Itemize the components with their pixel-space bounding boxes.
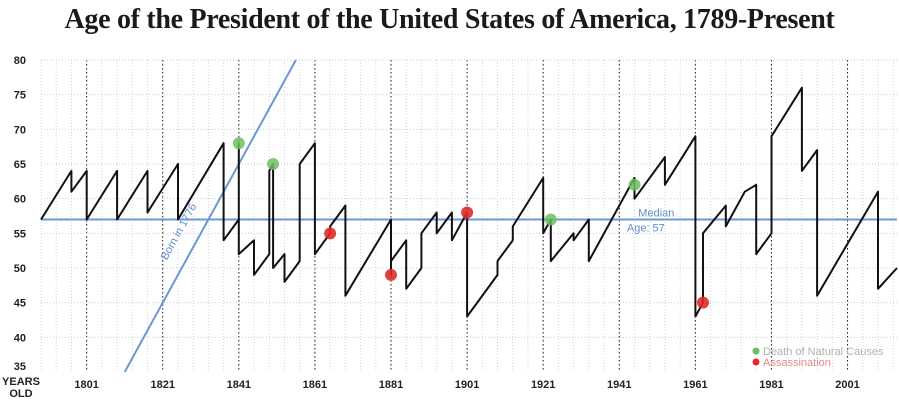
- assassination-marker: [696, 296, 709, 309]
- x-tick-label: 1861: [303, 379, 327, 391]
- y-tick-label: 60: [14, 194, 26, 206]
- x-tick-label: 1921: [531, 379, 555, 391]
- x-tick-label: 1881: [379, 379, 403, 391]
- y-tick-label: 40: [14, 332, 26, 344]
- series-layer: [40, 86, 898, 318]
- y-tick-label: 45: [14, 298, 26, 310]
- median-label: Median: [638, 207, 674, 219]
- y-tick-label: 50: [14, 263, 26, 275]
- legend-assassination-swatch: [752, 358, 760, 366]
- y-tick-label: 65: [14, 159, 26, 171]
- median-age-label: Age: 57: [627, 222, 665, 234]
- y-tick-label: 80: [14, 55, 26, 67]
- x-tick-label: 2001: [835, 379, 859, 391]
- natural-death-marker: [267, 158, 280, 170]
- series-line-president-age: [40, 86, 898, 318]
- y-axis-label: YEARS: [2, 376, 40, 388]
- x-tick-label: 1801: [74, 379, 98, 391]
- assassination-marker: [324, 227, 337, 240]
- legend-natural-death-swatch: [752, 347, 760, 355]
- y-axis-label: OLD: [9, 388, 32, 400]
- x-tick-label: 1961: [683, 379, 707, 391]
- x-tick-label: 1901: [455, 379, 479, 391]
- legend-natural-death-label: Death of Natural Causes: [763, 346, 884, 358]
- event-markers: [232, 137, 709, 309]
- y-tick-label: 55: [14, 228, 26, 240]
- chart-title: Age of the President of the United State…: [64, 4, 835, 35]
- x-tick-label: 1941: [607, 379, 631, 391]
- born-1776-line: [123, 59, 297, 373]
- x-tick-label: 1821: [151, 379, 175, 391]
- y-tick-label: 35: [14, 361, 26, 373]
- y-tick-label: 70: [14, 124, 26, 136]
- y-tick-label: 75: [14, 90, 26, 102]
- x-tick-label: 1841: [227, 379, 251, 391]
- x-tick-label: 1981: [759, 379, 783, 391]
- natural-death-marker: [232, 137, 245, 150]
- natural-death-marker: [628, 178, 641, 191]
- legend-assassination-label: Assassination: [763, 357, 831, 369]
- assassination-marker: [385, 268, 398, 281]
- assassination-marker: [461, 206, 474, 219]
- natural-death-marker: [544, 213, 557, 226]
